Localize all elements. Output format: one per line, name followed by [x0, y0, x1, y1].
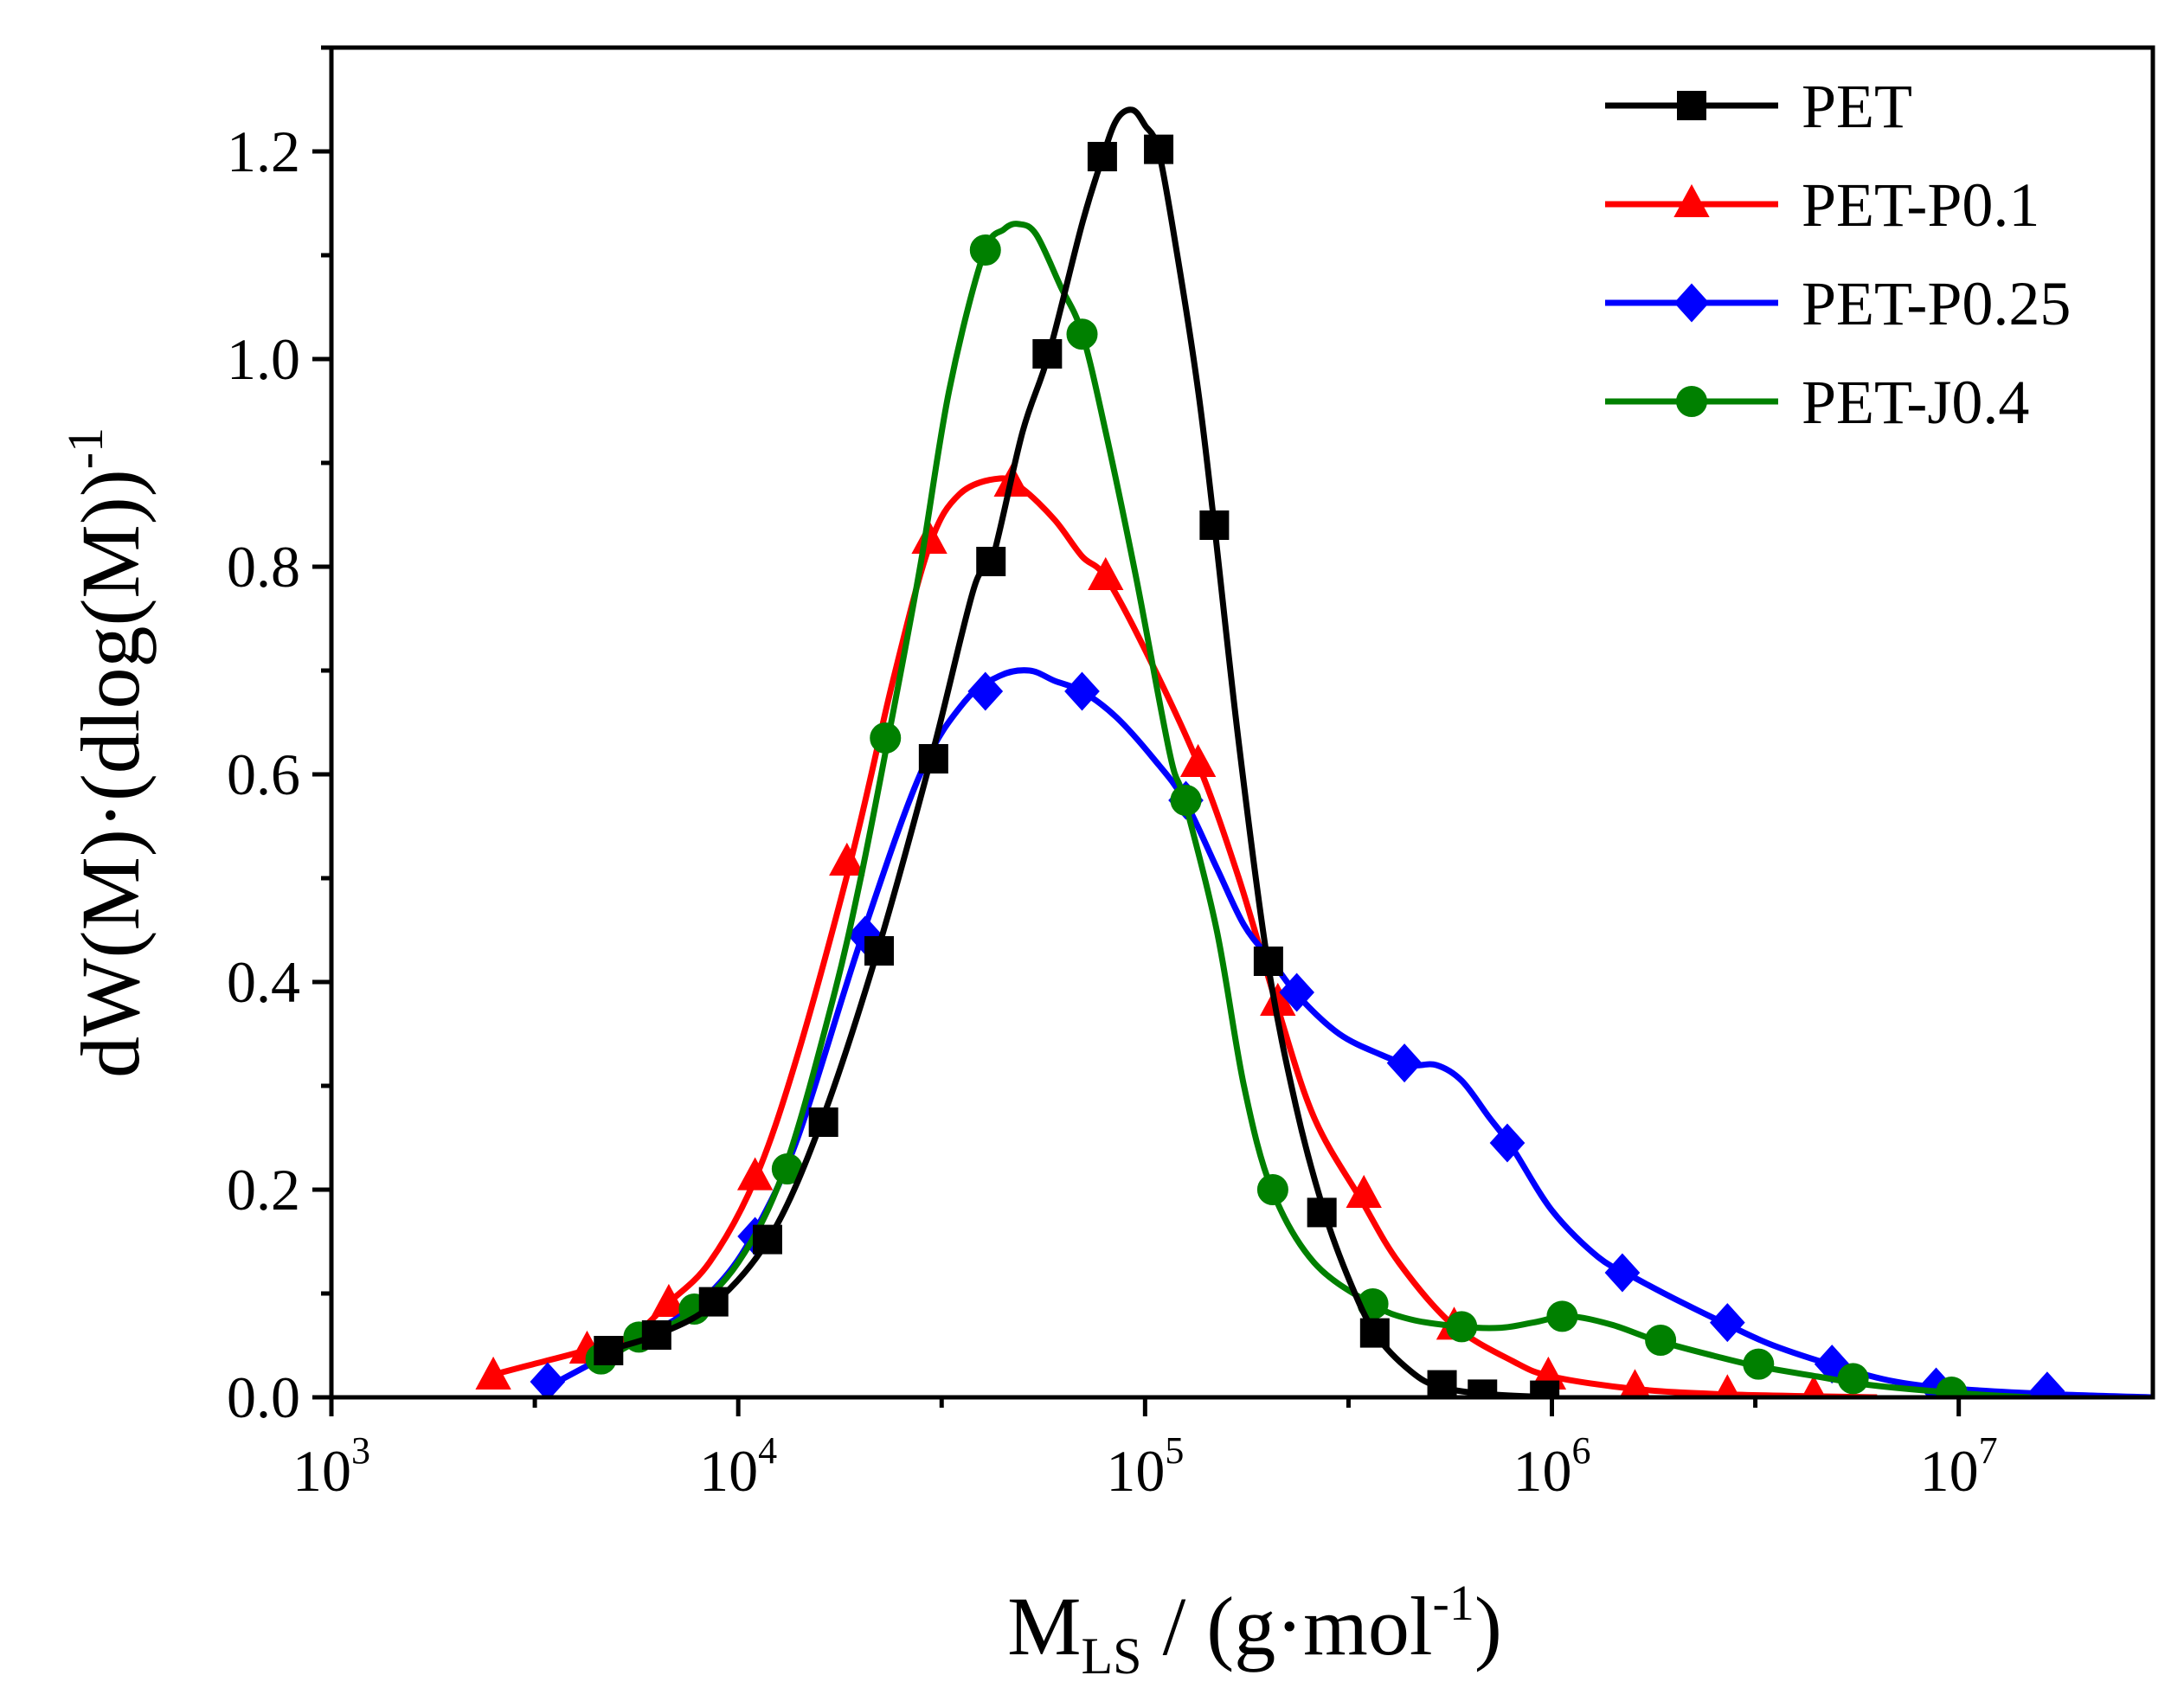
data-point-pet-p0-25 [1709, 1303, 1745, 1343]
data-point-pet-j0-4 [1936, 1377, 1968, 1397]
plot-frame [329, 45, 2155, 1400]
data-point-pet-p0-1 [736, 1157, 774, 1191]
y-tick-label: 0.6 [227, 741, 300, 807]
data-point-pet-p0-25 [967, 671, 1004, 711]
data-point-pet-j0-4 [1256, 1174, 1288, 1205]
axes: 0.0 0.2 0.4 0.6 0.8 1.0 1.2 103 104 105 106 107 [227, 45, 1998, 1504]
series-pet [594, 106, 1560, 1397]
data-point-pet-p0-1 [1179, 743, 1217, 777]
x-tick-label: 107 [1920, 1429, 1998, 1504]
series-pet-p0-1 [475, 463, 1878, 1397]
data-point-pet [1307, 1197, 1337, 1228]
data-point-pet-j0-4 [969, 234, 1001, 266]
y-axis-title-sup: -1 [57, 427, 113, 469]
y-tick-label: 0.0 [227, 1364, 300, 1430]
data-point-pet [698, 1287, 729, 1317]
x-axis-title: MLS / (g·mol-1) [1007, 1575, 1502, 1685]
legend-marker-pet-p0-1 [1673, 183, 1710, 217]
data-point-pet-p0-1 [1802, 1375, 1826, 1397]
legend-marker-pet-p0-25 [1673, 283, 1710, 323]
y-tick-label: 0.2 [227, 1157, 300, 1223]
data-point-pet-p0-25 [1064, 671, 1100, 711]
legend-marker-pet [1677, 91, 1706, 120]
legend-label-pet-j0-4: PET-J0.4 [1802, 368, 2029, 437]
x-tick-label: 106 [1513, 1429, 1591, 1504]
data-point-pet-p0-25 [1489, 1123, 1526, 1163]
x-axis-title-sup: -1 [1433, 1575, 1474, 1631]
data-point-pet-j0-4 [1066, 318, 1098, 350]
data-point-pet [752, 1224, 782, 1255]
data-point-pet [976, 547, 1006, 576]
data-point-pet [594, 1336, 624, 1365]
y-tick-label: 0.8 [227, 534, 300, 600]
legend-item-pet: PET [1605, 72, 1912, 141]
data-point-pet [1199, 510, 1230, 540]
x-axis-title-end: ) [1474, 1580, 1502, 1672]
data-point-pet [1032, 339, 1063, 369]
legend-label-pet-p0-25: PET-P0.25 [1802, 269, 2071, 338]
data-point-pet-p0-25 [530, 1362, 566, 1397]
y-tick-label: 1.0 [227, 326, 300, 392]
y-tick-label: 1.2 [227, 119, 300, 184]
y-axis-title: dW(M)·(dlog(M))-1 [57, 427, 157, 1078]
data-point-pet [808, 1107, 838, 1137]
data-point-pet-j0-4 [1170, 785, 1202, 816]
data-point-pet [1427, 1370, 1457, 1397]
data-point-pet-j0-4 [1546, 1300, 1578, 1332]
data-point-pet [1359, 1318, 1390, 1348]
plot-area [475, 106, 2153, 1397]
data-point-pet-p0-1 [1619, 1369, 1651, 1397]
series-pet-p0-25 [530, 667, 2153, 1397]
legend: PET PET-P0.1 PET-P0.25 PET-J0.4 [1605, 72, 2071, 437]
data-point-pet-j0-4 [1645, 1325, 1677, 1356]
series-pet-j0-4 [585, 221, 2031, 1397]
data-point-pet [1087, 142, 1117, 171]
x-tick-label: 104 [699, 1429, 777, 1504]
data-point-pet-p0-1 [1714, 1374, 1740, 1397]
x-tick-label: 105 [1106, 1429, 1184, 1504]
data-point-pet [864, 936, 895, 966]
legend-label-pet-p0-1: PET-P0.1 [1802, 170, 2039, 240]
data-point-pet-j0-4 [870, 722, 902, 754]
x-axis-title-sub: LS [1082, 1627, 1142, 1685]
data-point-pet [1144, 134, 1174, 164]
data-point-pet [1253, 947, 1283, 976]
legend-item-pet-j0-4: PET-J0.4 [1605, 368, 2029, 437]
data-point-pet-j0-4 [1837, 1363, 1869, 1395]
legend-item-pet-p0-1: PET-P0.1 [1605, 170, 2039, 240]
data-point-pet-p0-25 [1604, 1253, 1641, 1293]
series-line-pet-p0-1 [485, 475, 1878, 1397]
x-axis-title-rest: / (g·mol [1142, 1580, 1433, 1672]
x-axis-title-main: M [1007, 1580, 1081, 1672]
data-point-pet-p0-25 [1279, 972, 1315, 1012]
data-point-pet-p0-1 [475, 1356, 511, 1390]
data-point-pet-j0-4 [1446, 1311, 1478, 1343]
data-point-pet-p0-1 [1346, 1174, 1382, 1208]
legend-label-pet: PET [1802, 72, 1912, 141]
data-point-pet-j0-4 [1743, 1348, 1775, 1380]
data-point-pet-p0-1 [1088, 556, 1124, 590]
data-point-pet-p0-25 [1386, 1043, 1423, 1083]
data-point-pet [918, 744, 948, 773]
data-point-pet [1468, 1379, 1498, 1397]
y-axis-title-main: dW(M)·(dlog(M)) [64, 469, 157, 1078]
data-point-pet [641, 1320, 671, 1350]
series-line-pet-j0-4 [599, 221, 2031, 1397]
y-tick-label: 0.4 [227, 949, 300, 1015]
data-point-pet-p0-25 [2029, 1371, 2065, 1397]
x-tick-label: 103 [292, 1429, 370, 1504]
data-point-pet-p0-1 [829, 842, 865, 876]
data-point-pet-p0-1 [651, 1283, 687, 1317]
legend-item-pet-p0-25: PET-P0.25 [1605, 269, 2071, 338]
legend-marker-pet-j0-4 [1676, 386, 1707, 417]
